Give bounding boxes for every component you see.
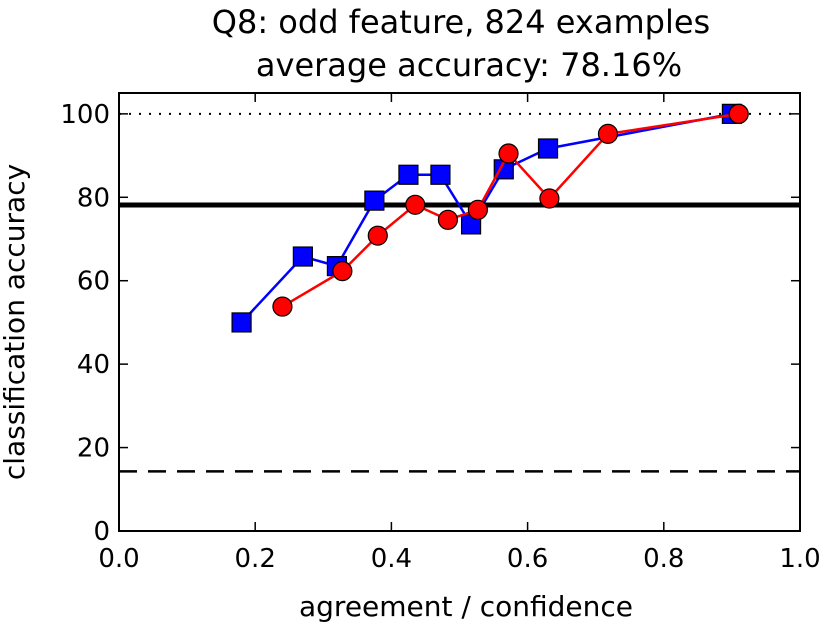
x-tick-label: 0.2: [235, 544, 276, 574]
data-point-circle: [332, 261, 353, 282]
data-point-square: [292, 246, 313, 267]
y-axis-label: classification accuracy: [0, 164, 31, 480]
y-tick-label: 0: [93, 517, 110, 547]
data-point-square: [231, 312, 252, 333]
y-tick-label: 20: [77, 434, 110, 464]
series-line-square: [240, 112, 733, 324]
data-point-circle: [597, 123, 619, 144]
plot-layer: 0.0 0.2 0.4 0.6 0.8 1.0 0 20 40 60 80 100: [60, 92, 821, 574]
data-point-circle: [498, 143, 519, 164]
y-tick-label: 80: [77, 183, 110, 213]
plot-area: [118, 92, 801, 532]
y-tick-label: 60: [77, 267, 110, 297]
data-point-circle: [272, 296, 293, 317]
chart-subtitle: average accuracy: 78.16%: [256, 46, 682, 84]
y-tick-label: 100: [60, 100, 110, 130]
x-tick-label: 1.0: [779, 544, 820, 574]
x-tick-label: 0.8: [643, 544, 684, 574]
x-axis-label: agreement / confidence: [299, 590, 633, 623]
x-tick-label: 0.0: [98, 544, 139, 574]
data-point-square: [398, 164, 419, 185]
data-point-circle: [405, 194, 426, 215]
data-point-square: [430, 164, 451, 185]
data-point-circle: [467, 199, 488, 220]
data-point-circle: [437, 209, 459, 230]
data-point-circle: [367, 225, 388, 246]
data-point-square: [537, 138, 559, 159]
series-line-circle: [281, 112, 739, 308]
x-tick-label: 0.4: [371, 544, 412, 574]
data-point-square: [364, 190, 385, 211]
data-point-circle: [539, 188, 560, 209]
chart-title: Q8: odd feature, 824 examples: [212, 3, 710, 41]
x-tick-label: 0.6: [507, 544, 548, 574]
y-tick-label: 40: [77, 350, 110, 380]
data-point-circle: [728, 103, 749, 124]
